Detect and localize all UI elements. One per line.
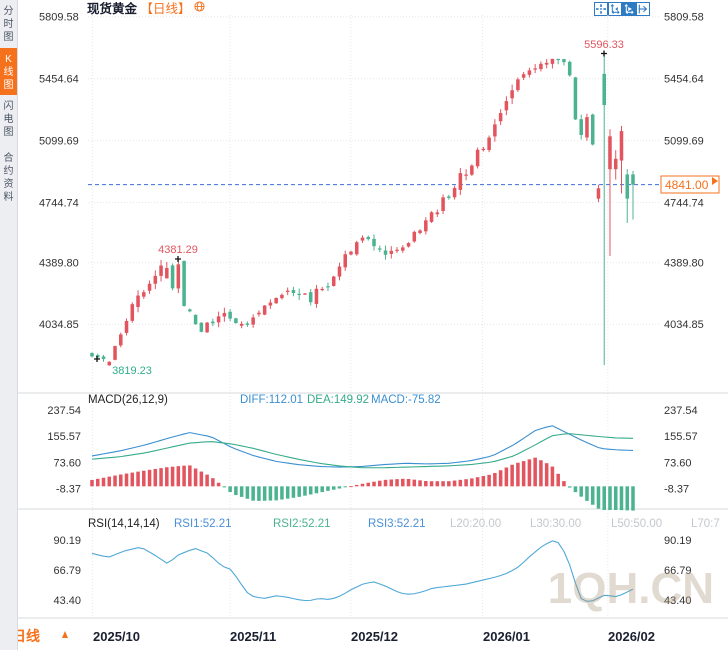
svg-text:MACD(26,12,9): MACD(26,12,9) <box>88 394 168 406</box>
svg-text:5596.33: 5596.33 <box>584 39 624 51</box>
svg-text:RSI3:52.21: RSI3:52.21 <box>368 518 426 530</box>
svg-text:4034.85: 4034.85 <box>664 319 704 331</box>
svg-text:155.57: 155.57 <box>47 431 81 443</box>
svg-text:RSI2:52.21: RSI2:52.21 <box>273 518 331 530</box>
svg-text:5809.58: 5809.58 <box>664 12 704 24</box>
svg-text:4034.85: 4034.85 <box>39 319 79 331</box>
svg-text:4389.80: 4389.80 <box>39 258 79 270</box>
svg-text:155.57: 155.57 <box>664 431 698 443</box>
svg-text:L30:30.00: L30:30.00 <box>530 518 581 530</box>
svg-text:DEA:149.92: DEA:149.92 <box>307 394 369 406</box>
svg-text:237.54: 237.54 <box>47 405 81 417</box>
svg-text:4744.74: 4744.74 <box>664 197 704 209</box>
svg-text:4381.29: 4381.29 <box>158 244 198 256</box>
svg-text:5454.64: 5454.64 <box>39 74 79 86</box>
svg-text:2025/11: 2025/11 <box>230 629 276 644</box>
svg-text:L70:7: L70:7 <box>691 518 720 530</box>
svg-text:2025/10: 2025/10 <box>93 629 140 644</box>
svg-text:5099.69: 5099.69 <box>39 135 79 147</box>
svg-text:237.54: 237.54 <box>664 405 698 417</box>
svg-text:5454.64: 5454.64 <box>664 74 704 86</box>
svg-text:2026/01: 2026/01 <box>483 629 530 644</box>
svg-text:L50:50.00: L50:50.00 <box>611 518 662 530</box>
svg-text:3819.23: 3819.23 <box>112 365 152 377</box>
svg-text:5809.58: 5809.58 <box>39 12 79 24</box>
svg-text:43.40: 43.40 <box>53 595 81 607</box>
svg-text:DIFF:112.01: DIFF:112.01 <box>240 394 303 406</box>
svg-text:5099.69: 5099.69 <box>664 135 704 147</box>
svg-text:MACD:-75.82: MACD:-75.82 <box>371 394 441 406</box>
svg-text:2025/12: 2025/12 <box>351 629 398 644</box>
svg-text:73.60: 73.60 <box>53 457 81 469</box>
svg-text:L20:20.00: L20:20.00 <box>450 518 501 530</box>
svg-text:90.19: 90.19 <box>53 535 81 547</box>
svg-text:RSI1:52.21: RSI1:52.21 <box>174 518 232 530</box>
svg-text:-8.37: -8.37 <box>664 484 689 496</box>
svg-text:66.79: 66.79 <box>53 565 81 577</box>
svg-text:4744.74: 4744.74 <box>39 197 79 209</box>
svg-text:4841.00: 4841.00 <box>665 178 709 192</box>
svg-text:4389.80: 4389.80 <box>664 258 704 270</box>
svg-text:2026/02: 2026/02 <box>608 629 655 644</box>
svg-text:-8.37: -8.37 <box>56 484 81 496</box>
svg-text:RSI(14,14,14): RSI(14,14,14) <box>88 518 160 530</box>
svg-text:90.19: 90.19 <box>664 535 692 547</box>
svg-text:73.60: 73.60 <box>664 457 692 469</box>
